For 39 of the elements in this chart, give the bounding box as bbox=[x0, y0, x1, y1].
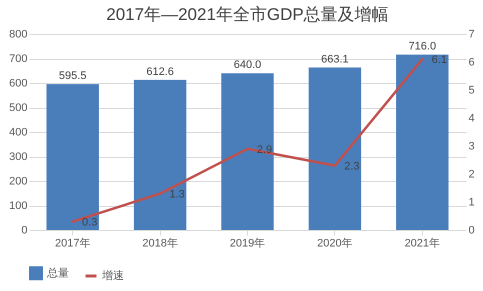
y2-tick-label: 3 bbox=[468, 140, 475, 152]
bar bbox=[308, 68, 362, 230]
y-tick-label: 500 bbox=[9, 102, 28, 114]
legend-label: 增速 bbox=[101, 269, 124, 282]
y-tick-label: 700 bbox=[9, 53, 28, 65]
y-tick-label: 600 bbox=[9, 78, 28, 90]
x-tick-label: 2021年 bbox=[404, 238, 440, 250]
bar bbox=[134, 80, 186, 230]
y-tick-label: 400 bbox=[9, 126, 28, 138]
data-label: 716.0 bbox=[408, 40, 436, 53]
bar bbox=[221, 73, 274, 230]
y2-tick-label: 6 bbox=[468, 56, 475, 68]
x-tick-label: 2020年 bbox=[317, 238, 353, 250]
y-tick-label: 800 bbox=[9, 28, 28, 40]
data-label: 6.1 bbox=[432, 54, 447, 66]
x-tick-label: 2018年 bbox=[142, 238, 178, 250]
data-label: 663.1 bbox=[321, 54, 349, 66]
y2-tick-label: 5 bbox=[468, 84, 475, 96]
y-tick-label: 200 bbox=[9, 176, 28, 188]
data-label: 595.5 bbox=[58, 70, 86, 82]
data-label: 2.3 bbox=[344, 160, 360, 173]
data-label: 0.3 bbox=[82, 216, 98, 229]
data-label: 640.0 bbox=[234, 59, 262, 72]
y2-tick-label: 2 bbox=[468, 168, 475, 180]
chart-title: 2017年—2021年全市GDP总量及增幅 bbox=[106, 5, 389, 24]
bar bbox=[46, 84, 99, 230]
y-tick-label: 100 bbox=[9, 200, 28, 212]
data-label: 612.6 bbox=[146, 66, 174, 78]
data-label: 1.3 bbox=[169, 188, 185, 201]
x-tick-label: 2017年 bbox=[54, 238, 90, 250]
legend-label: 总量 bbox=[46, 266, 69, 280]
y2-tick-label: 1 bbox=[468, 196, 475, 208]
x-tick-label: 2019年 bbox=[230, 238, 266, 250]
y2-tick-label: 4 bbox=[468, 112, 475, 124]
y2-tick-label: 0 bbox=[468, 224, 475, 236]
y-tick-label: 300 bbox=[9, 151, 28, 163]
bar bbox=[396, 54, 449, 230]
y2-tick-label: 7 bbox=[468, 28, 475, 40]
y-tick-label: 0 bbox=[21, 224, 28, 236]
